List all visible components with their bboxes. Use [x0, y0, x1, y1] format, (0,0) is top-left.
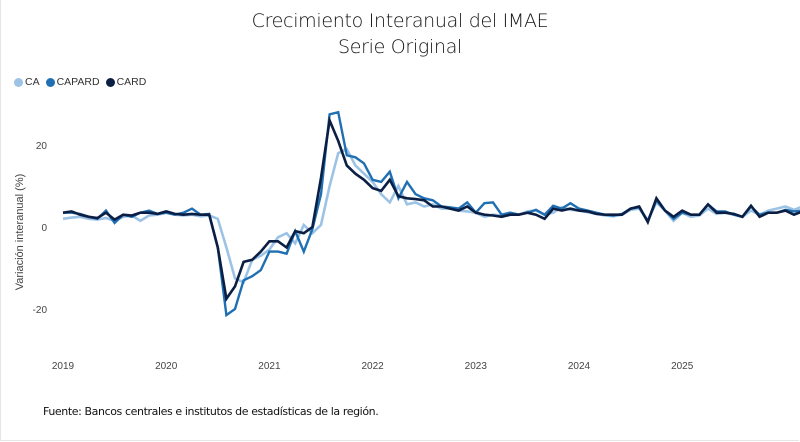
legend: CA CAPARD CARD	[14, 76, 146, 88]
series-lines	[62, 110, 800, 318]
legend-label-card: CARD	[116, 76, 147, 88]
x-tick-label: 2024	[568, 361, 591, 372]
legend-label-ca: CA	[25, 76, 40, 88]
y-tick-label: 20	[36, 141, 48, 152]
x-axis-ticks: 2019 2020 2021 2022 2023 2024 2025	[52, 361, 694, 372]
x-tick-label: 2023	[465, 361, 488, 372]
legend-item-capard[interactable]: CAPARD	[45, 76, 100, 88]
x-tick-label: 2020	[155, 361, 178, 372]
legend-item-ca[interactable]: CA	[14, 76, 40, 88]
x-tick-label: 2021	[258, 361, 281, 372]
series-line-card[interactable]	[62, 115, 800, 303]
source-note: Fuente: Bancos centrales e institutos de…	[43, 405, 379, 418]
legend-label-capard: CAPARD	[56, 76, 100, 88]
x-tick-label: 2022	[361, 361, 384, 372]
x-tick-label: 2019	[52, 361, 75, 372]
series-line-ca[interactable]	[62, 147, 800, 285]
y-axis-ticks: 20 0 -20	[33, 141, 48, 316]
legend-marker-card	[105, 77, 115, 87]
legend-marker-ca	[14, 77, 23, 87]
y-tick-label: 0	[41, 223, 47, 234]
x-tick-label: 2025	[671, 361, 694, 372]
chart-subtitle: Serie Original	[337, 36, 463, 58]
legend-item-card[interactable]: CARD	[105, 76, 147, 88]
y-tick-label: -20	[33, 305, 48, 316]
chart-title: Crecimiento Interanual del IMAE	[251, 10, 549, 32]
legend-marker-capard	[45, 77, 55, 87]
